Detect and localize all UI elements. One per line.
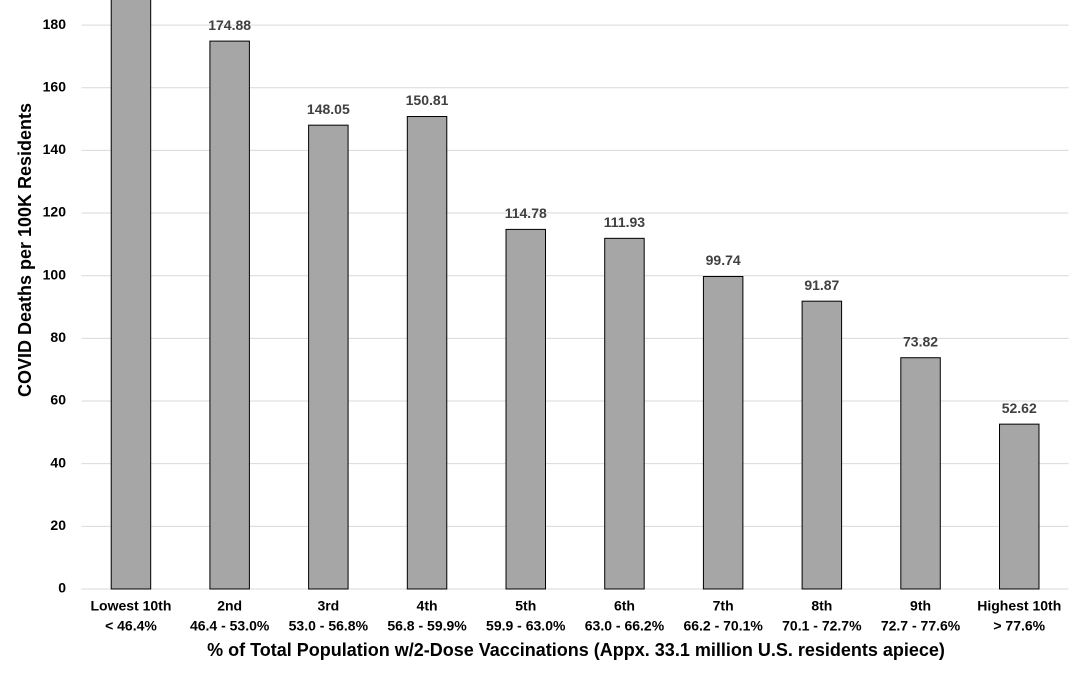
x-tick-label: 5th	[515, 598, 536, 614]
x-tick-label: 3rd	[317, 598, 339, 614]
data-label: 148.05	[307, 101, 350, 117]
x-tick-label: 46.4 - 53.0%	[190, 618, 270, 634]
y-tick-label: 40	[50, 454, 66, 470]
bar	[702, 276, 744, 590]
x-tick-label: Highest 10th	[977, 598, 1061, 614]
y-tick-label: 0	[58, 580, 66, 596]
y-tick-label: 140	[43, 141, 67, 157]
y-tick-label: 160	[43, 78, 67, 94]
bar	[209, 40, 250, 590]
y-tick-label: 180	[43, 16, 67, 32]
data-label: 91.87	[804, 277, 839, 293]
x-tick-label: 56.8 - 59.9%	[387, 618, 467, 634]
bar	[801, 300, 843, 590]
x-tick-label: 53.0 - 56.8%	[289, 618, 369, 634]
x-tick-label: 9th	[910, 598, 931, 614]
data-label: 73.82	[903, 333, 938, 349]
x-tick-label: 2nd	[217, 598, 242, 614]
y-axis-label: COVID Deaths per 100K Residents	[15, 103, 35, 397]
data-label: 114.78	[505, 205, 547, 221]
data-label: 111.93	[604, 214, 645, 230]
y-tick-label: 80	[50, 329, 66, 345]
bar	[999, 423, 1040, 590]
x-tick-label: > 77.6%	[993, 618, 1045, 634]
y-tick-label: 100	[43, 266, 67, 282]
bar	[604, 237, 645, 590]
data-label: 99.74	[706, 252, 741, 268]
x-tick-label: 4th	[417, 598, 438, 614]
x-tick-label: Lowest 10th	[90, 598, 171, 614]
y-tick-label: 120	[43, 204, 67, 220]
data-label: 150.81	[406, 92, 449, 108]
x-tick-label: 66.2 - 70.1%	[683, 618, 763, 634]
x-tick-label: 59.9 - 63.0%	[486, 618, 566, 634]
data-label: 174.88	[208, 17, 251, 33]
y-tick-label: 60	[50, 392, 66, 408]
bar	[406, 116, 448, 590]
x-tick-label: 63.0 - 66.2%	[585, 618, 665, 634]
x-tick-label: 7th	[713, 598, 734, 614]
x-tick-label: 8th	[811, 598, 832, 614]
x-tick-label: < 46.4%	[105, 618, 157, 634]
bar	[900, 357, 941, 590]
data-label: 52.62	[1002, 400, 1037, 416]
bar	[505, 228, 546, 590]
y-tick-label: 20	[50, 517, 66, 533]
x-tick-label: 72.7 - 77.6%	[881, 618, 961, 634]
bar	[308, 124, 349, 590]
x-tick-label: 6th	[614, 598, 635, 614]
x-axis-label: % of Total Population w/2-Dose Vaccinati…	[207, 640, 945, 660]
bar	[110, 0, 152, 590]
x-tick-label: 70.1 - 72.7%	[782, 618, 862, 634]
